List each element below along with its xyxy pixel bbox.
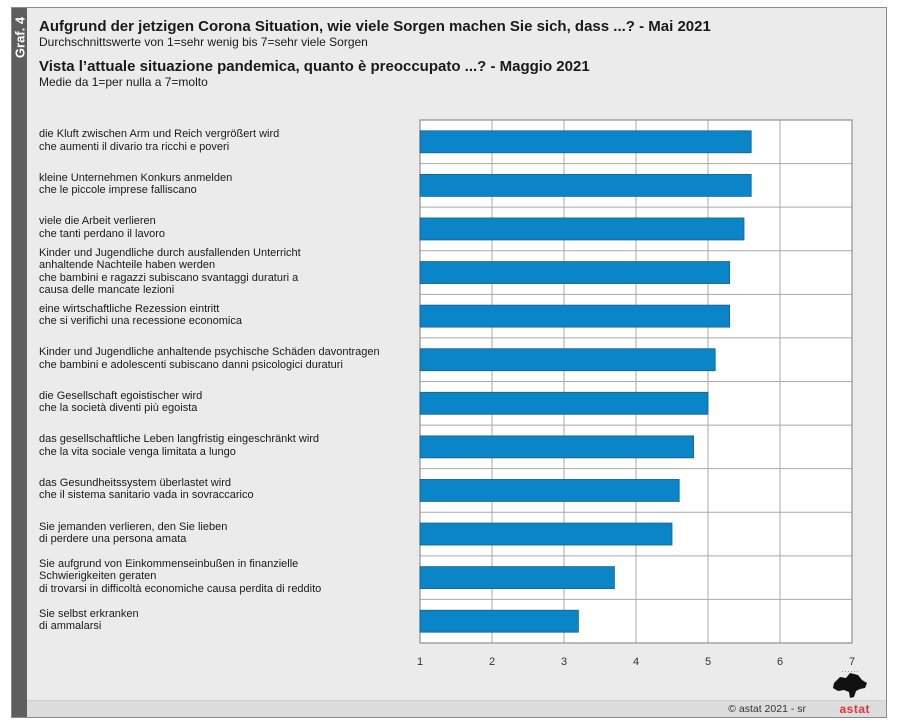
x-tick-label: 3 xyxy=(561,656,567,668)
category-label-line: Schwierigkeiten geraten xyxy=(39,570,157,583)
header: Aufgrund der jetzigen Corona Situation, … xyxy=(39,18,711,89)
category-label-line: Sie jemanden verlieren, den Sie lieben xyxy=(39,520,228,533)
x-tick-label: 1 xyxy=(417,656,423,668)
category-label-line: Kinder und Jugendliche durch ausfallende… xyxy=(39,246,301,259)
category-label: Kinder und Jugendliche durch ausfallende… xyxy=(39,247,301,297)
category-label: Sie selbst erkranken di ammalarsi xyxy=(39,608,139,633)
category-label-line: che le piccole imprese falliscano xyxy=(39,184,197,197)
category-label: Sie aufgrund von Einkommenseinbußen in f… xyxy=(39,558,321,596)
category-label: eine wirtschaftliche Rezession eintritt c… xyxy=(39,303,242,328)
title-italian: Vista l’attuale situazione pandemica, qu… xyxy=(39,58,590,75)
category-label-line: che la società diventi più egoista xyxy=(39,402,198,415)
category-label-line: Kinder und Jugendliche anhaltende psychi… xyxy=(39,346,380,359)
bar xyxy=(419,173,752,197)
bar xyxy=(419,348,716,372)
bar xyxy=(419,391,709,415)
category-label-line: das Gesundheitssystem überlastet wird xyxy=(39,476,231,489)
category-label-line: das gesellschaftliche Leben langfristig … xyxy=(39,433,320,446)
astat-logo-icon xyxy=(833,671,867,698)
category-label-line: che bambini e ragazzi subiscano svantagg… xyxy=(39,271,299,284)
category-label: Kinder und Jugendliche anhaltende psychi… xyxy=(39,346,380,371)
category-label-line: die Gesellschaft egoistischer wird xyxy=(39,389,203,402)
bar xyxy=(419,261,731,284)
category-label-line: di ammalarsi xyxy=(39,620,102,633)
plot-border xyxy=(419,119,853,644)
bar xyxy=(419,435,695,459)
bar xyxy=(419,522,673,546)
x-tick-label: 7 xyxy=(849,656,855,668)
bar-chart: 1 2 3 4 5 6 7 xyxy=(417,119,855,668)
category-label-line: che si verifichi una recessione economic… xyxy=(39,315,242,328)
brand-name: astat xyxy=(839,702,870,716)
bar xyxy=(419,566,615,590)
category-label-line: che tanti perdano il lavoro xyxy=(39,227,165,240)
title-german: Aufgrund der jetzigen Corona Situation, … xyxy=(39,18,711,35)
category-label-line: che aumenti il divario tra ricchi e pove… xyxy=(39,140,230,153)
category-label-line: di trovarsi in difficoltà economiche cau… xyxy=(39,582,322,595)
category-label: Sie jemanden verlieren, den Sie lieben di… xyxy=(39,521,227,546)
chart-frame: Graf. 4 Aufgrund der jetzigen Corona Sit… xyxy=(11,7,887,718)
category-label-line: Sie aufgrund von Einkommenseinbußen in f… xyxy=(39,557,299,570)
bar xyxy=(419,609,579,633)
bar xyxy=(419,130,752,154)
category-label-line: die Kluft zwischen Arm und Reich vergröß… xyxy=(39,128,280,141)
x-tick-label: 5 xyxy=(705,656,711,668)
x-tick-label: 2 xyxy=(489,656,495,668)
category-label-line: che bambini e adolescenti subiscano dann… xyxy=(39,358,343,371)
category-label: das Gesundheitssystem überlastet wird che… xyxy=(39,477,254,502)
category-label-line: anhaltende Nachteile haben werden xyxy=(39,259,216,272)
bar xyxy=(419,304,731,328)
category-label: das gesellschaftliche Leben langfristig … xyxy=(39,433,319,458)
copyright-text: © astat 2021 - sr xyxy=(728,703,806,715)
category-label: viele die Arbeit verlieren che tanti perd… xyxy=(39,215,165,240)
x-tick-label: 4 xyxy=(633,656,639,668)
subtitle-italian: Medie da 1=per nulla a 7=molto xyxy=(39,75,208,89)
category-label-line: Sie selbst erkranken xyxy=(39,607,139,620)
category-label-line: causa delle mancate lezioni xyxy=(39,284,175,297)
category-label-line: che la vita sociale venga limitata a lun… xyxy=(39,445,236,458)
category-label: die Kluft zwischen Arm und Reich vergröß… xyxy=(39,128,279,153)
sidebar: Graf. 4 xyxy=(12,8,28,717)
category-label-line: kleine Unternehmen Konkurs anmelden xyxy=(39,171,233,184)
footer-strip xyxy=(27,700,886,717)
category-label: kleine Unternehmen Konkurs anmelden che l… xyxy=(39,172,232,197)
category-label-line: viele die Arbeit verlieren xyxy=(39,215,156,228)
category-label-line: eine wirtschaftliche Rezession eintritt xyxy=(39,302,220,315)
bar xyxy=(419,217,745,241)
bar xyxy=(419,479,680,502)
category-label: die Gesellschaft egoistischer wird che la… xyxy=(39,390,202,415)
category-label-line: di perdere una persona amata xyxy=(39,533,187,546)
category-label-line: che il sistema sanitario vada in sovracc… xyxy=(39,489,254,502)
subtitle-german: Durchschnittswerte von 1=sehr wenig bis … xyxy=(39,35,368,49)
x-tick-label: 6 xyxy=(777,656,783,668)
